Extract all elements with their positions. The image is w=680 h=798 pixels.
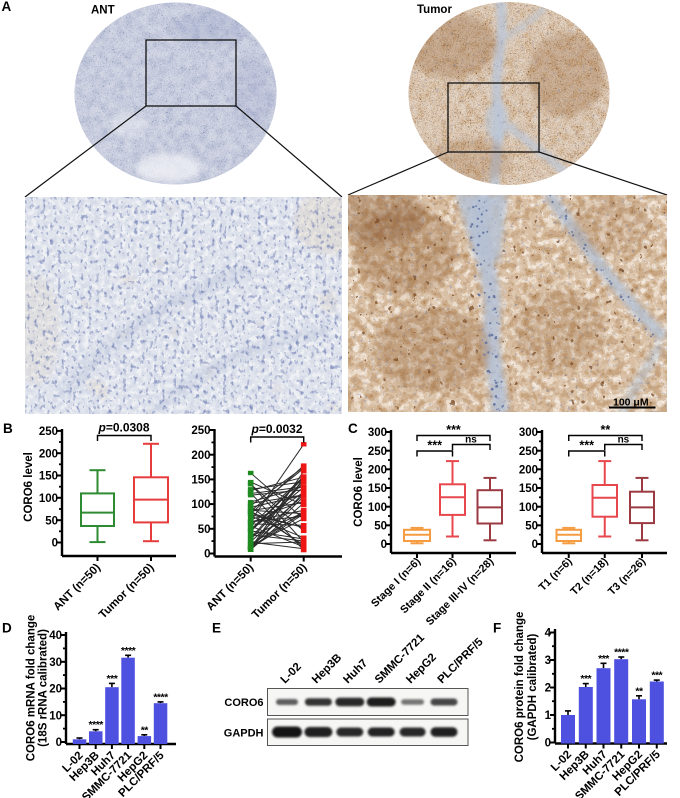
svg-text:100: 100	[39, 493, 58, 505]
svg-text:CORO6 level: CORO6 level	[23, 452, 35, 522]
svg-text:***: ***	[446, 423, 461, 437]
svg-text:(GAPDH calibrated): (GAPDH calibrated)	[527, 633, 539, 740]
svg-text:Tumor: Tumor	[417, 4, 452, 16]
svg-text:300: 300	[368, 427, 387, 439]
svg-text:250: 250	[191, 425, 210, 437]
svg-text:250: 250	[368, 446, 387, 458]
svg-text:***: ***	[580, 673, 592, 685]
svg-text:***: ***	[598, 653, 610, 665]
svg-text:ns: ns	[465, 435, 477, 446]
svg-text:CORO6 level: CORO6 level	[353, 457, 365, 527]
svg-text:D: D	[2, 621, 12, 636]
svg-text:200: 200	[368, 464, 387, 476]
svg-text:50: 50	[198, 524, 211, 536]
svg-text:100 μM: 100 μM	[613, 397, 649, 409]
svg-text:CORO6 mRNA fold change: CORO6 mRNA fold change	[26, 615, 38, 762]
svg-text:150: 150	[519, 483, 538, 495]
svg-text:150: 150	[191, 475, 210, 487]
svg-text:p=0.0032: p=0.0032	[250, 422, 302, 436]
svg-text:p=0.0308: p=0.0308	[97, 421, 149, 435]
svg-text:100: 100	[191, 499, 210, 511]
svg-text:CORO6 protein fold change: CORO6 protein fold change	[514, 612, 526, 763]
svg-text:50: 50	[525, 520, 538, 532]
svg-text:****: ****	[121, 645, 137, 657]
svg-text:0: 0	[56, 737, 62, 749]
svg-text:0: 0	[381, 539, 387, 551]
svg-text:****: ****	[89, 719, 105, 731]
svg-text:100: 100	[519, 502, 538, 514]
svg-text:3: 3	[545, 655, 551, 667]
svg-text:C: C	[348, 421, 358, 436]
svg-text:40: 40	[49, 630, 62, 642]
svg-text:2: 2	[545, 683, 551, 695]
svg-text:300: 300	[519, 427, 538, 439]
svg-text:200: 200	[191, 450, 210, 462]
svg-text:****: ****	[614, 647, 630, 659]
svg-text:50: 50	[374, 520, 387, 532]
svg-text:ns: ns	[618, 435, 630, 446]
svg-text:**: **	[141, 724, 150, 736]
svg-text:200: 200	[39, 448, 58, 460]
svg-text:0: 0	[545, 738, 551, 750]
svg-text:E: E	[212, 621, 221, 636]
svg-text:200: 200	[519, 464, 538, 476]
svg-text:**: **	[635, 685, 644, 697]
svg-text:250: 250	[39, 426, 58, 438]
svg-text:***: ***	[651, 670, 663, 682]
svg-text:10: 10	[49, 710, 62, 722]
svg-text:***: ***	[579, 439, 594, 453]
svg-text:0: 0	[204, 549, 210, 561]
svg-text:150: 150	[39, 471, 58, 483]
svg-text:A: A	[2, 0, 12, 14]
svg-text:250: 250	[519, 446, 538, 458]
svg-text:B: B	[3, 421, 13, 436]
svg-text:150: 150	[368, 483, 387, 495]
svg-text:1: 1	[545, 710, 552, 722]
svg-text:**: **	[601, 423, 611, 437]
svg-text:50: 50	[45, 515, 58, 527]
svg-text:***: ***	[427, 439, 442, 453]
svg-text:0: 0	[532, 539, 538, 551]
svg-text:100: 100	[368, 502, 387, 514]
svg-text:20: 20	[49, 684, 62, 696]
svg-text:F: F	[493, 621, 501, 636]
svg-text:GAPDH: GAPDH	[224, 728, 264, 740]
svg-text:CORO6: CORO6	[224, 697, 263, 709]
svg-text:4: 4	[545, 628, 552, 640]
svg-text:***: ***	[107, 673, 119, 685]
svg-text:****: ****	[153, 691, 169, 703]
svg-text:0: 0	[52, 538, 58, 550]
svg-text:ANT: ANT	[91, 5, 115, 17]
svg-text:30: 30	[49, 657, 62, 669]
svg-text:(18S rRNA calibrated): (18S rRNA calibrated)	[38, 629, 50, 747]
